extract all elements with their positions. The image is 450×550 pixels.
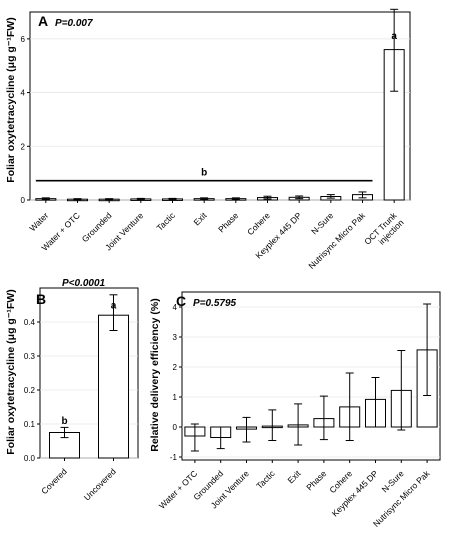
- panel-c-pvalue: P=0.5795: [193, 298, 237, 309]
- panel-a-plot-frame: [29, 11, 411, 201]
- x-tick-label: Nutrisync Micro Pak: [306, 210, 367, 271]
- x-tick-label: Phase: [216, 210, 240, 234]
- y-tick-label: 3: [173, 333, 178, 342]
- y-tick-label: 0.1: [24, 420, 36, 429]
- x-tick-label: N-Sure: [309, 210, 335, 236]
- y-tick-label: 0.2: [24, 386, 36, 395]
- panel-a-significance-letters: ba: [35, 31, 397, 182]
- significance-letter: a: [391, 31, 397, 42]
- x-tick-label: Keyplex 445 DP: [330, 468, 380, 518]
- y-tick-label: 0.3: [24, 352, 36, 361]
- y-tick-label: 0.4: [24, 318, 36, 327]
- y-tick-label: -1: [170, 453, 178, 462]
- significance-letter: b: [201, 168, 207, 179]
- panel-b-y-axis-label: Foliar oxytetracycline (μg g⁻¹FW): [5, 289, 17, 454]
- panel-b-significance-letters: ba: [61, 300, 116, 427]
- x-tick-label: Phase: [304, 468, 328, 492]
- y-tick-label: 2: [173, 363, 178, 372]
- panel-c-plot-frame: [181, 291, 441, 461]
- panel-a-gridlines: [29, 11, 411, 201]
- panel-a-y-ticks: 0 2 4 6: [21, 35, 30, 205]
- panel-a-error-bars: [41, 8, 399, 201]
- panel-a-y-axis-label: Foliar oxytetracycline (μg g⁻¹FW): [5, 17, 17, 182]
- x-tick-label: Covered: [39, 466, 69, 496]
- panel-b-error-bars: [60, 294, 118, 439]
- x-tick-label: Uncovered: [82, 466, 118, 502]
- y-tick-label: 4: [21, 89, 26, 98]
- bar: [98, 314, 129, 459]
- panel-a-bars: [35, 49, 405, 202]
- panel-c-bars: [184, 349, 438, 438]
- y-tick-label: 2: [21, 142, 26, 151]
- x-tick-label: Water + OTC: [157, 468, 199, 510]
- x-tick-label: OCT Trunkinjection: [362, 210, 406, 254]
- y-tick-label: 1: [173, 393, 178, 402]
- x-tick-label: Exit: [191, 210, 209, 228]
- panel-b: 0.00.10.20.30.4 Covered Uncovered ba B P<…: [5, 278, 139, 502]
- y-tick-label: 6: [21, 35, 26, 44]
- x-tick-label: Water: [27, 210, 50, 233]
- y-tick-label: 4: [173, 303, 178, 312]
- panel-b-x-ticks: Covered Uncovered: [39, 458, 118, 502]
- panel-c-error-bars: [190, 303, 432, 452]
- x-tick-label: Tactic: [154, 210, 177, 233]
- y-tick-label: 0.0: [24, 454, 36, 463]
- panel-a-label: A: [38, 13, 48, 29]
- significance-letter: a: [111, 300, 117, 311]
- x-tick-label: Tactic: [254, 468, 277, 491]
- panel-b-label: B: [36, 291, 46, 307]
- panel-b-pvalue: P<0.0001: [62, 278, 106, 289]
- panel-c-label: C: [176, 293, 186, 309]
- x-tick-label: Cohere: [245, 210, 272, 237]
- y-tick-label: 0: [173, 423, 178, 432]
- panel-a-pvalue: P=0.007: [55, 18, 93, 29]
- panel-b-bars: [49, 314, 129, 459]
- panel-c-y-axis-label: Relative delivery efficiency (%): [149, 298, 161, 452]
- significance-letter: b: [61, 416, 67, 427]
- panel-c-y-ticks: -1 0 1 2 3 4: [170, 303, 182, 462]
- y-tick-label: 0: [21, 196, 26, 205]
- panel-b-y-ticks: 0.0 0.1 0.2 0.3 0.4: [24, 318, 40, 463]
- x-tick-label: Exit: [285, 468, 303, 486]
